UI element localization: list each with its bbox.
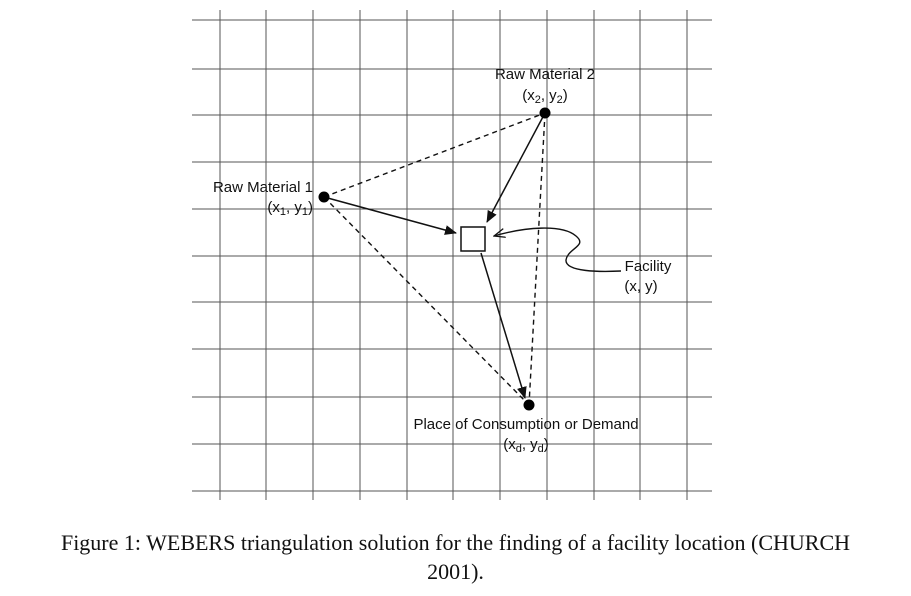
caption-middle: triangulation solution for the finding o… [235,530,759,555]
facility-coord: (x, y) [624,278,657,295]
caption-year: 2001). [427,559,484,584]
caption-name-first: W [146,530,167,555]
grid [192,10,712,500]
facility-label: Facility [625,258,672,275]
raw-material-2-label: Raw Material 2 [495,66,595,83]
caption-ref-rest: HURCH [773,530,851,555]
raw-material-1-label: Raw Material 1 [213,179,313,196]
caption-name-rest: EBERS [166,530,236,555]
arrow-facility-to-demand [480,252,527,399]
flow-arrows [323,112,546,399]
facility-square [460,226,486,252]
raw-material-2-point [539,107,551,119]
raw-material-1-coord: (x1, y1) [267,199,313,218]
facility-pointer-curve [494,227,622,273]
demand-point [523,399,535,411]
dashed-triangle [323,112,546,406]
dashed-edge-rm2-demand [528,112,546,406]
caption-ref-first: C [758,530,774,555]
demand-coord: (xd, yd) [503,436,549,455]
arrow-rm1-to-facility [323,196,457,235]
arrow-rm2-to-facility [486,112,546,223]
dashed-edge-rm1-demand [323,196,530,406]
weber-triangulation-diagram: Raw Material 2 (x2, y2) Raw Material 1 (… [192,10,712,500]
figure-caption: Figure 1: WEBERS triangulation solution … [0,528,911,586]
raw-material-2-coord: (x2, y2) [522,87,568,106]
raw-material-1-point [318,191,330,203]
demand-label: Place of Consumption or Demand [413,416,638,433]
caption-prefix: Figure 1: [60,530,147,555]
dashed-edge-rm1-rm2 [323,112,546,198]
